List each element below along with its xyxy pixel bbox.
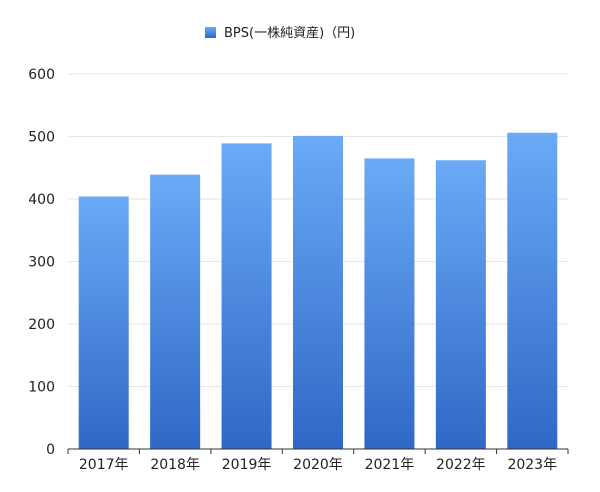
bar-2023年 [507,132,558,449]
y-tick-label: 500 [28,130,55,146]
bar-2018年 [150,174,201,449]
bar-2017年 [78,196,129,449]
x-axis-ticks: 2017年 2018年 2019年 2020年 2021年 2022年 2023年 [67,449,569,473]
y-tick-label: 300 [28,255,55,271]
bar-2021年 [364,158,415,449]
bar-2020年 [293,135,343,449]
bar-2019年 [221,143,272,449]
x-tick-label: 2020年 [293,457,343,473]
bars [78,132,558,449]
x-tick-label: 2023年 [507,457,557,473]
x-tick-label: 2017年 [79,457,129,473]
x-tick-label: 2022年 [436,457,486,473]
y-tick-label: 0 [46,442,55,458]
y-tick-label: 100 [28,380,55,396]
bar-2022年 [435,160,486,449]
y-axis-ticks: 0 100 200 300 400 500 600 [28,67,55,458]
y-tick-label: 400 [28,192,55,208]
x-tick-label: 2019年 [222,457,272,473]
legend-label: BPS(一株純資産)（円) [224,25,355,41]
x-tick-label: 2021年 [365,457,415,473]
legend: BPS(一株純資産)（円) [205,25,355,41]
y-tick-label: 600 [28,67,55,83]
y-tick-label: 200 [28,317,55,333]
legend-swatch [205,27,216,38]
x-tick-label: 2018年 [150,457,200,473]
